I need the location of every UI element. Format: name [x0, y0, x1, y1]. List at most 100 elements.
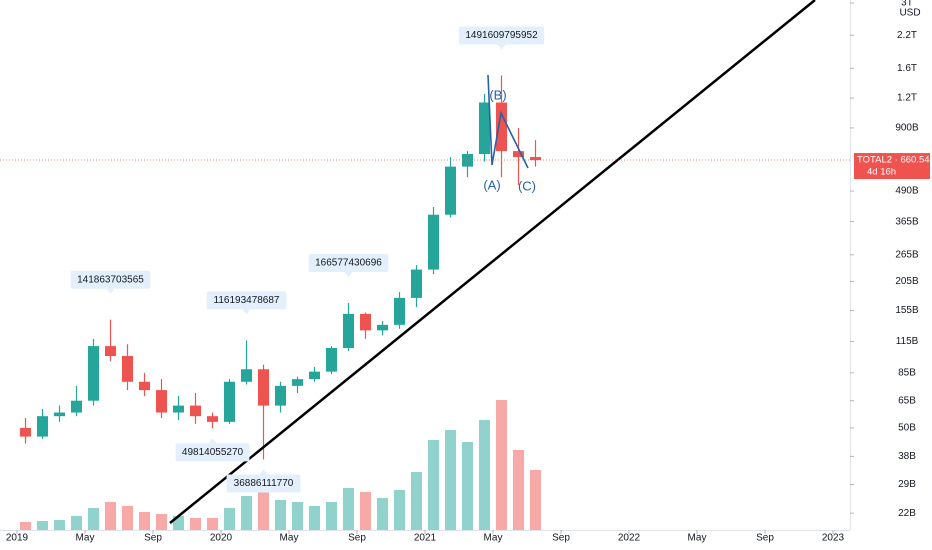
candle-body: [223, 381, 236, 422]
candle-body: [325, 348, 338, 372]
volume-bar: [87, 508, 100, 530]
y-tick-label: 85B: [898, 367, 916, 378]
annotation-label: 1491609795952: [465, 30, 538, 41]
volume-bar: [257, 484, 270, 530]
volume-bar: [308, 506, 321, 530]
wave-label: (A): [483, 177, 500, 192]
candle-body: [427, 214, 440, 270]
x-tick-label: May: [484, 533, 503, 544]
annotation-label: 36886111770: [234, 478, 294, 489]
axis-layer: 3T 2.2T 1.6T 1.2T 900B 490B 365B 265B 205B 155B 11…: [6, 0, 919, 544]
volume-layer: [19, 400, 542, 530]
candle-body: [291, 379, 304, 386]
x-tick-label: May: [76, 533, 95, 544]
y-tick-label: 155B: [895, 305, 919, 316]
volume-bar: [121, 506, 134, 530]
annotation-pointer: [106, 288, 115, 294]
candle-body: [206, 416, 219, 422]
x-tick-label: Sep: [144, 533, 162, 544]
wave-pattern: [487, 74, 529, 169]
currency-label: USD: [899, 8, 920, 19]
x-tick-label: 2019: [6, 533, 29, 544]
volume-bar: [529, 470, 542, 530]
volume-bar: [206, 518, 219, 530]
y-tick-label: 900B: [895, 123, 919, 134]
annotation-label: 141863703565: [77, 274, 144, 285]
annotation-pointer: [497, 44, 506, 50]
y-tick-label: 365B: [895, 216, 919, 227]
y-tick-label: 38B: [898, 451, 916, 462]
x-tick-label: Sep: [348, 533, 366, 544]
annotation-box: [226, 474, 301, 493]
candle-body: [308, 371, 321, 380]
candle-body: [121, 355, 134, 382]
y-tick-label: 1.2T: [897, 93, 917, 104]
currency-box: [896, 6, 924, 20]
candle-body: [376, 324, 389, 331]
y-tick-label: 65B: [898, 395, 916, 406]
y-tick-label: 29B: [898, 479, 916, 490]
x-tick-label: May: [280, 533, 299, 544]
annotation-layer: TOTAL2 · 660.548B4d 16h 141863703565 11619…: [0, 26, 932, 493]
candle-body: [529, 157, 542, 161]
annotation-box: [458, 26, 545, 45]
volume-bar: [512, 450, 525, 530]
volume-bar: [444, 430, 457, 530]
volume-bar: [461, 442, 474, 530]
candle-body: [138, 381, 151, 391]
volume-bar: [19, 522, 32, 530]
x-tick-label: Sep: [756, 533, 774, 544]
candle-body: [512, 151, 525, 158]
candle-body: [70, 400, 83, 413]
volume-bar: [36, 521, 49, 530]
y-tick-label: 50B: [898, 423, 916, 434]
x-tick-label: May: [688, 533, 707, 544]
volume-bar: [376, 498, 389, 530]
annotation-label: 166577430696: [315, 258, 382, 269]
volume-bar: [53, 520, 66, 530]
candle-body: [410, 269, 423, 298]
candle-body: [189, 405, 202, 417]
wave-label: (C): [518, 178, 536, 193]
y-tick-label: 2.2T: [897, 30, 917, 41]
annotation-box: [206, 291, 287, 310]
x-tick-label: 2023: [822, 533, 845, 544]
volume-bar: [325, 502, 338, 530]
y-tick-label: 115B: [896, 336, 919, 347]
candle-body: [53, 412, 66, 417]
annotation-pointer: [344, 272, 353, 278]
volume-bar: [240, 496, 253, 530]
annotation-box: [70, 270, 151, 289]
annotation-label: 49814055270: [182, 447, 244, 458]
last-price-label: TOTAL2 · 660.548B: [857, 155, 932, 166]
annotation-box: [308, 254, 389, 273]
candle-body: [461, 154, 474, 167]
candle-body: [240, 369, 253, 382]
countdown: 4d 16h: [867, 167, 896, 178]
candle-body: [342, 313, 355, 349]
volume-bar: [155, 514, 168, 530]
volume-bar: [138, 512, 151, 530]
volume-bar: [410, 472, 423, 530]
y-tick-label: 1.6T: [897, 63, 917, 74]
volume-bar: [274, 500, 287, 530]
candle-body: [393, 297, 406, 325]
candle-body: [495, 102, 508, 152]
volume-bar: [393, 490, 406, 530]
volume-bar: [478, 420, 491, 530]
wave-label: (B): [489, 87, 506, 102]
y-tick-label: 265B: [895, 249, 919, 260]
y-tick-label: 22B: [898, 508, 916, 519]
candle-body: [19, 427, 32, 437]
candle-body: [104, 346, 117, 356]
candle-layer: [19, 75, 542, 460]
candle-body: [257, 369, 270, 406]
annotation-pointer: [208, 438, 217, 444]
volume-bar: [359, 492, 372, 530]
volume-bar: [427, 440, 440, 530]
candle-body: [444, 166, 457, 215]
annotation-pointer: [259, 469, 268, 475]
last-price-box: [854, 153, 930, 180]
x-tick-label: 2020: [210, 533, 233, 544]
